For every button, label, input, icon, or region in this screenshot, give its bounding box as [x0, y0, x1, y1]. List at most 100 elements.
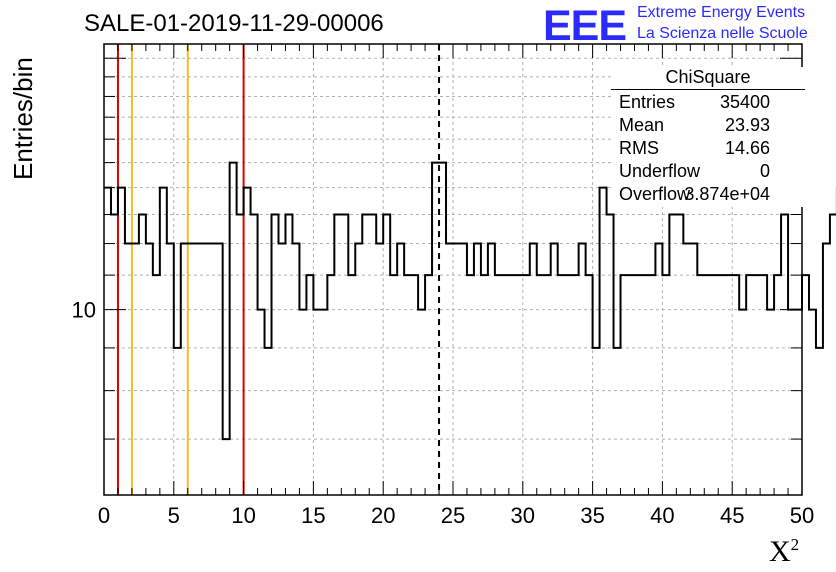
histogram-bin [313, 310, 320, 495]
histogram-bin [823, 244, 830, 495]
histogram-bin [327, 275, 334, 495]
histogram-bin [816, 348, 823, 495]
histogram-bin [607, 215, 614, 495]
histogram-bin [139, 215, 146, 495]
histogram-bin [132, 244, 139, 495]
x-axis-label-sup: 2 [790, 535, 800, 554]
histogram-bin [523, 275, 530, 495]
histogram-bin [146, 244, 153, 495]
histogram-bin [453, 244, 460, 495]
histogram-bin [572, 275, 579, 495]
histogram-bin [223, 439, 230, 495]
histogram-bin [662, 275, 669, 495]
stats-value-entries: 35400 [719, 92, 770, 112]
histogram-bin [369, 215, 376, 495]
histogram-bin [404, 275, 411, 495]
histogram-bin [272, 215, 279, 495]
histogram-bin [676, 215, 683, 495]
x-axis-label-base: X [769, 535, 791, 568]
stats-divider [611, 89, 805, 90]
histogram-bin [334, 215, 341, 495]
histogram-bin [285, 215, 292, 495]
histogram-bin [558, 275, 565, 495]
histogram-bin [739, 310, 746, 495]
histogram-bin [774, 275, 781, 495]
histogram-bin [502, 275, 509, 495]
histogram-bin [244, 188, 251, 495]
histogram-bin [732, 275, 739, 495]
histogram-bin [579, 244, 586, 495]
x-tick-label: 0 [98, 503, 110, 528]
histogram-bin [530, 244, 537, 495]
histogram-bin [167, 244, 174, 495]
x-tick-label: 50 [790, 503, 814, 528]
histogram-bin [725, 275, 732, 495]
histogram-bin [614, 348, 621, 495]
histogram-bin [788, 310, 795, 495]
histogram-bin [432, 163, 439, 495]
histogram-bin [411, 275, 418, 495]
histogram-bin [362, 215, 369, 495]
y-tick-label: 10 [72, 298, 96, 323]
histogram-bin [376, 244, 383, 495]
histogram-bin [320, 310, 327, 495]
histogram-bin [237, 215, 244, 495]
histogram-bin [795, 310, 802, 495]
stats-value-overflow: 3.874e+04 [684, 184, 770, 204]
histogram-bin [418, 310, 425, 495]
histogram-bin [641, 275, 648, 495]
histogram-bin [495, 275, 502, 495]
histogram-bin [711, 275, 718, 495]
stats-box: ChiSquare Entries 35400 Mean 23.93 RMS 1… [611, 67, 805, 207]
stats-label-overflow: Overflow [619, 184, 691, 204]
histogram-bin [544, 275, 551, 495]
histogram-bin [467, 275, 474, 495]
eee-logo: EEE [543, 2, 627, 50]
histogram-bin [446, 244, 453, 495]
histogram-bin [181, 244, 188, 495]
histogram-bin [718, 275, 725, 495]
histogram-bin [481, 275, 488, 495]
x-tick-label: 35 [580, 503, 604, 528]
histogram-bin [586, 275, 593, 495]
histogram-bin [111, 215, 118, 495]
stats-label-underflow: Underflow [619, 161, 701, 181]
stats-value-rms: 14.66 [724, 138, 770, 158]
histogram-bin [188, 244, 195, 495]
histogram-bin [397, 244, 404, 495]
histogram-bin [251, 215, 258, 495]
histogram-bin [802, 275, 809, 495]
histogram-bin [621, 275, 628, 495]
x-tick-label: 5 [168, 503, 180, 528]
x-tick-label: 10 [231, 503, 255, 528]
histogram-bin [516, 275, 523, 495]
histogram-bin [565, 275, 572, 495]
stats-label-rms: RMS [619, 138, 659, 158]
histogram-bin [474, 244, 481, 495]
logo-line2: La Scienza nelle Scuole [637, 25, 808, 42]
x-tick-label: 25 [441, 503, 465, 528]
histogram-bin [648, 275, 655, 495]
histogram-bin [258, 310, 265, 495]
x-tick-label: 15 [301, 503, 325, 528]
histogram-bin [118, 188, 125, 495]
stats-value-mean: 23.93 [724, 115, 770, 135]
histogram-bin [683, 244, 690, 495]
x-tick-label: 30 [511, 503, 535, 528]
histogram-bin [383, 215, 390, 495]
histogram-bin [174, 348, 181, 495]
histogram-bin [460, 244, 467, 495]
histogram-bin [760, 275, 767, 495]
histogram-bin [655, 244, 662, 495]
histogram-bin [509, 275, 516, 495]
histogram-bin [265, 348, 272, 495]
histogram-bin [348, 275, 355, 495]
x-tick-label: 45 [720, 503, 744, 528]
x-tick-label: 40 [650, 503, 674, 528]
x-axis-label: X2 [769, 535, 799, 569]
histogram-bin [488, 244, 495, 495]
histogram-bin [299, 310, 306, 495]
histogram-bin [341, 215, 348, 495]
histogram-bin [209, 244, 216, 495]
